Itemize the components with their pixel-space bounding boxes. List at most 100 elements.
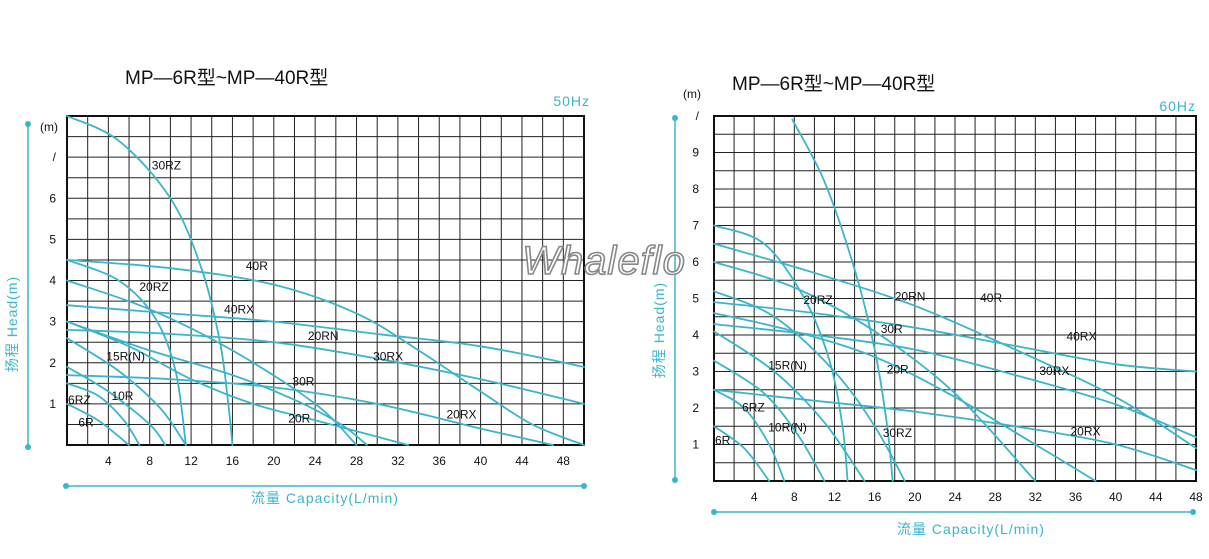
curve-30rx [66,329,585,405]
curve-label: 30RZ [152,158,181,172]
y-tick-label: 9 [692,146,699,160]
x-tick-label: 32 [391,454,405,468]
curve-label: 10R [111,389,133,403]
curve-label: 10R(N) [768,421,807,435]
x-tick-label: 48 [557,454,571,468]
y-unit-label: (m) [40,120,58,134]
curve-40r [713,242,1197,449]
y-tick-label: 8 [692,182,699,196]
x-tick-label: 28 [350,454,364,468]
curve-20rz [713,224,849,482]
x-tick-label: 28 [988,490,1002,504]
x-axis-dot [63,483,69,489]
curve-label: 6R [78,415,94,429]
curve-40rx [713,301,1197,373]
y-tick-label: 4 [49,274,56,288]
x-axis-label: 流量 Capacity(L/min) [251,490,399,506]
curve-label: 40R [980,291,1002,305]
curve-30r [713,261,1037,482]
curve-30rz [66,115,234,446]
chart-title: MP—6R型~MP—40R型 [732,73,935,95]
curve-10r-n- [713,359,826,482]
x-tick-label: 16 [226,454,240,468]
curve-label: 20R [887,362,909,376]
curve-label: 20R [288,411,310,425]
y-tick-label: 1 [49,397,56,411]
x-tick-label: 20 [908,490,922,504]
curve-label: 15R(N) [106,350,145,364]
y-axis-dot [25,444,31,450]
curve-label: 20RN [308,329,339,343]
curve-40r [66,259,585,446]
y-tick-label: 1 [692,438,699,452]
x-tick-label: 8 [791,490,798,504]
watermark: Whaleflo [522,239,686,283]
curves [66,115,585,446]
curve-20r [66,320,368,446]
curve-30r [66,279,358,446]
curve-label: 6R [715,434,731,448]
curve-6rz [66,382,141,446]
x-tick-label: 12 [184,454,198,468]
curve-label: 30RX [373,350,403,364]
y-top-tick: / [53,150,57,164]
y-tick-label: 2 [692,401,699,415]
curve-label: 20RZ [139,280,168,294]
curve-label: 20RN [895,289,926,303]
x-tick-label: 8 [146,454,153,468]
x-tick-label: 24 [308,454,322,468]
curve-label: 20RZ [803,293,832,307]
y-tick-label: 6 [692,255,699,269]
plot-frame [713,115,1197,482]
curve-label: 30R [292,374,314,388]
curve-label: 6RZ [68,393,91,407]
x-axis-dot [1190,509,1196,515]
curve-20rz [66,259,187,446]
curve-6r [66,403,130,446]
y-tick-label: 5 [49,232,56,246]
x-axis-dot [711,509,717,515]
x-tick-label: 40 [474,454,488,468]
curve-label: 20RX [446,407,476,421]
y-axis-dot [25,121,31,127]
x-axis-label: 流量 Capacity(L/min) [897,521,1045,537]
curve-label: 15R(N) [768,359,807,373]
curve-30rz [791,118,894,482]
curve-label: 20RX [1070,424,1100,438]
y-axis-label: 扬程 Head(m) [651,282,667,378]
y-top-tick: / [696,109,700,123]
y-tick-label: 2 [49,356,56,370]
x-tick-label: 12 [828,490,842,504]
curve-20rx [713,388,1197,471]
x-tick-label: 24 [948,490,962,504]
x-axis-dot [581,483,587,489]
y-tick-label: 7 [692,219,699,233]
y-axis-label: 扬程 Head(m) [4,276,20,372]
y-axis-dot [672,115,678,121]
curve-labels: 20RZ 20RN 40R 30R 40RX 15R(N) 20R 30RX 6RZ10R(N)… [715,289,1101,447]
curve-15r-n- [713,330,866,482]
x-tick-label: 36 [1069,490,1083,504]
x-tick-label: 40 [1109,490,1123,504]
curve-label: 40RX [1066,329,1096,343]
x-tick-label: 36 [433,454,447,468]
y-axis-dot [672,477,678,483]
curves [713,118,1197,482]
y-unit-label: (m) [683,87,701,101]
x-tick-label: 4 [751,490,758,504]
grid [66,115,585,446]
curve-labels: 30RZ 40R 20RZ 40RX 20RN 30RX 15R(N) 30R 10R 6RZ 20… [68,158,476,429]
curve-10r [66,366,167,446]
frequency-label: 50Hz [553,93,590,109]
curve-20rx [66,374,554,446]
curve-15r-n- [66,337,187,446]
x-tick-label: 44 [515,454,529,468]
curve-6r [713,425,771,482]
x-tick-label: 16 [868,490,882,504]
y-tick-label: 3 [692,365,699,379]
